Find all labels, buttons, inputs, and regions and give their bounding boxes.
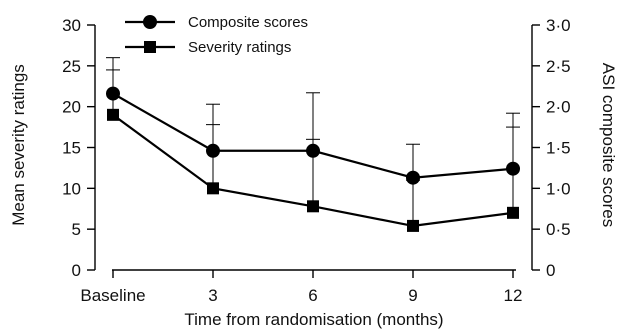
data-point-circle — [306, 143, 320, 158]
data-point-square — [107, 108, 119, 121]
x-axis-title: Time from randomisation (months) — [184, 310, 443, 329]
x-ticks: Baseline 3 6 9 12 — [80, 270, 522, 305]
left-y-tick-label: 25 — [62, 57, 81, 76]
data-point-circle — [206, 143, 220, 158]
left-y-tick-label: 20 — [62, 98, 81, 117]
left-y-tick-label: 30 — [62, 16, 81, 35]
data-point-circle — [506, 161, 520, 176]
data-point-square — [507, 206, 519, 219]
left-y-ticks: 0 5 10 15 20 25 30 — [62, 16, 95, 280]
x-tick-label: Baseline — [80, 286, 145, 305]
right-y-tick-label: 2·0 — [546, 98, 571, 117]
right-y-tick-label: 0·5 — [546, 220, 571, 239]
left-y-axis-title: Mean severity ratings — [9, 64, 28, 226]
data-point-circle — [406, 170, 420, 185]
left-y-tick-label: 5 — [72, 220, 81, 239]
data-point-circle — [106, 86, 120, 101]
right-y-ticks: 0 0·5 1·0 1·5 2·0 2·5 3·0 — [532, 16, 571, 280]
x-tick-label: 9 — [408, 286, 417, 305]
data-point-square — [307, 200, 319, 213]
series — [106, 86, 520, 232]
legend: Composite scores Severity ratings — [125, 14, 308, 56]
error-bars — [106, 57, 520, 226]
legend-label: Severity ratings — [188, 39, 291, 56]
right-y-tick-label: 3·0 — [546, 16, 571, 35]
legend-marker-square — [144, 41, 156, 53]
right-y-tick-label: 1·0 — [546, 179, 571, 198]
left-y-tick-label: 0 — [72, 261, 81, 280]
data-point-square — [407, 219, 419, 232]
legend-label: Composite scores — [188, 14, 308, 31]
x-tick-label: 12 — [504, 286, 523, 305]
data-point-square — [207, 182, 219, 195]
right-y-tick-label: 1·5 — [546, 139, 571, 158]
legend-marker-circle — [143, 15, 157, 29]
left-y-tick-label: 15 — [62, 139, 81, 158]
left-y-tick-label: 10 — [62, 179, 81, 198]
right-y-tick-label: 2·5 — [546, 57, 571, 76]
x-tick-label: 3 — [208, 286, 217, 305]
right-y-axis-title: ASI composite scores — [599, 63, 618, 227]
right-y-tick-label: 0 — [546, 261, 555, 280]
x-tick-label: 6 — [308, 286, 317, 305]
